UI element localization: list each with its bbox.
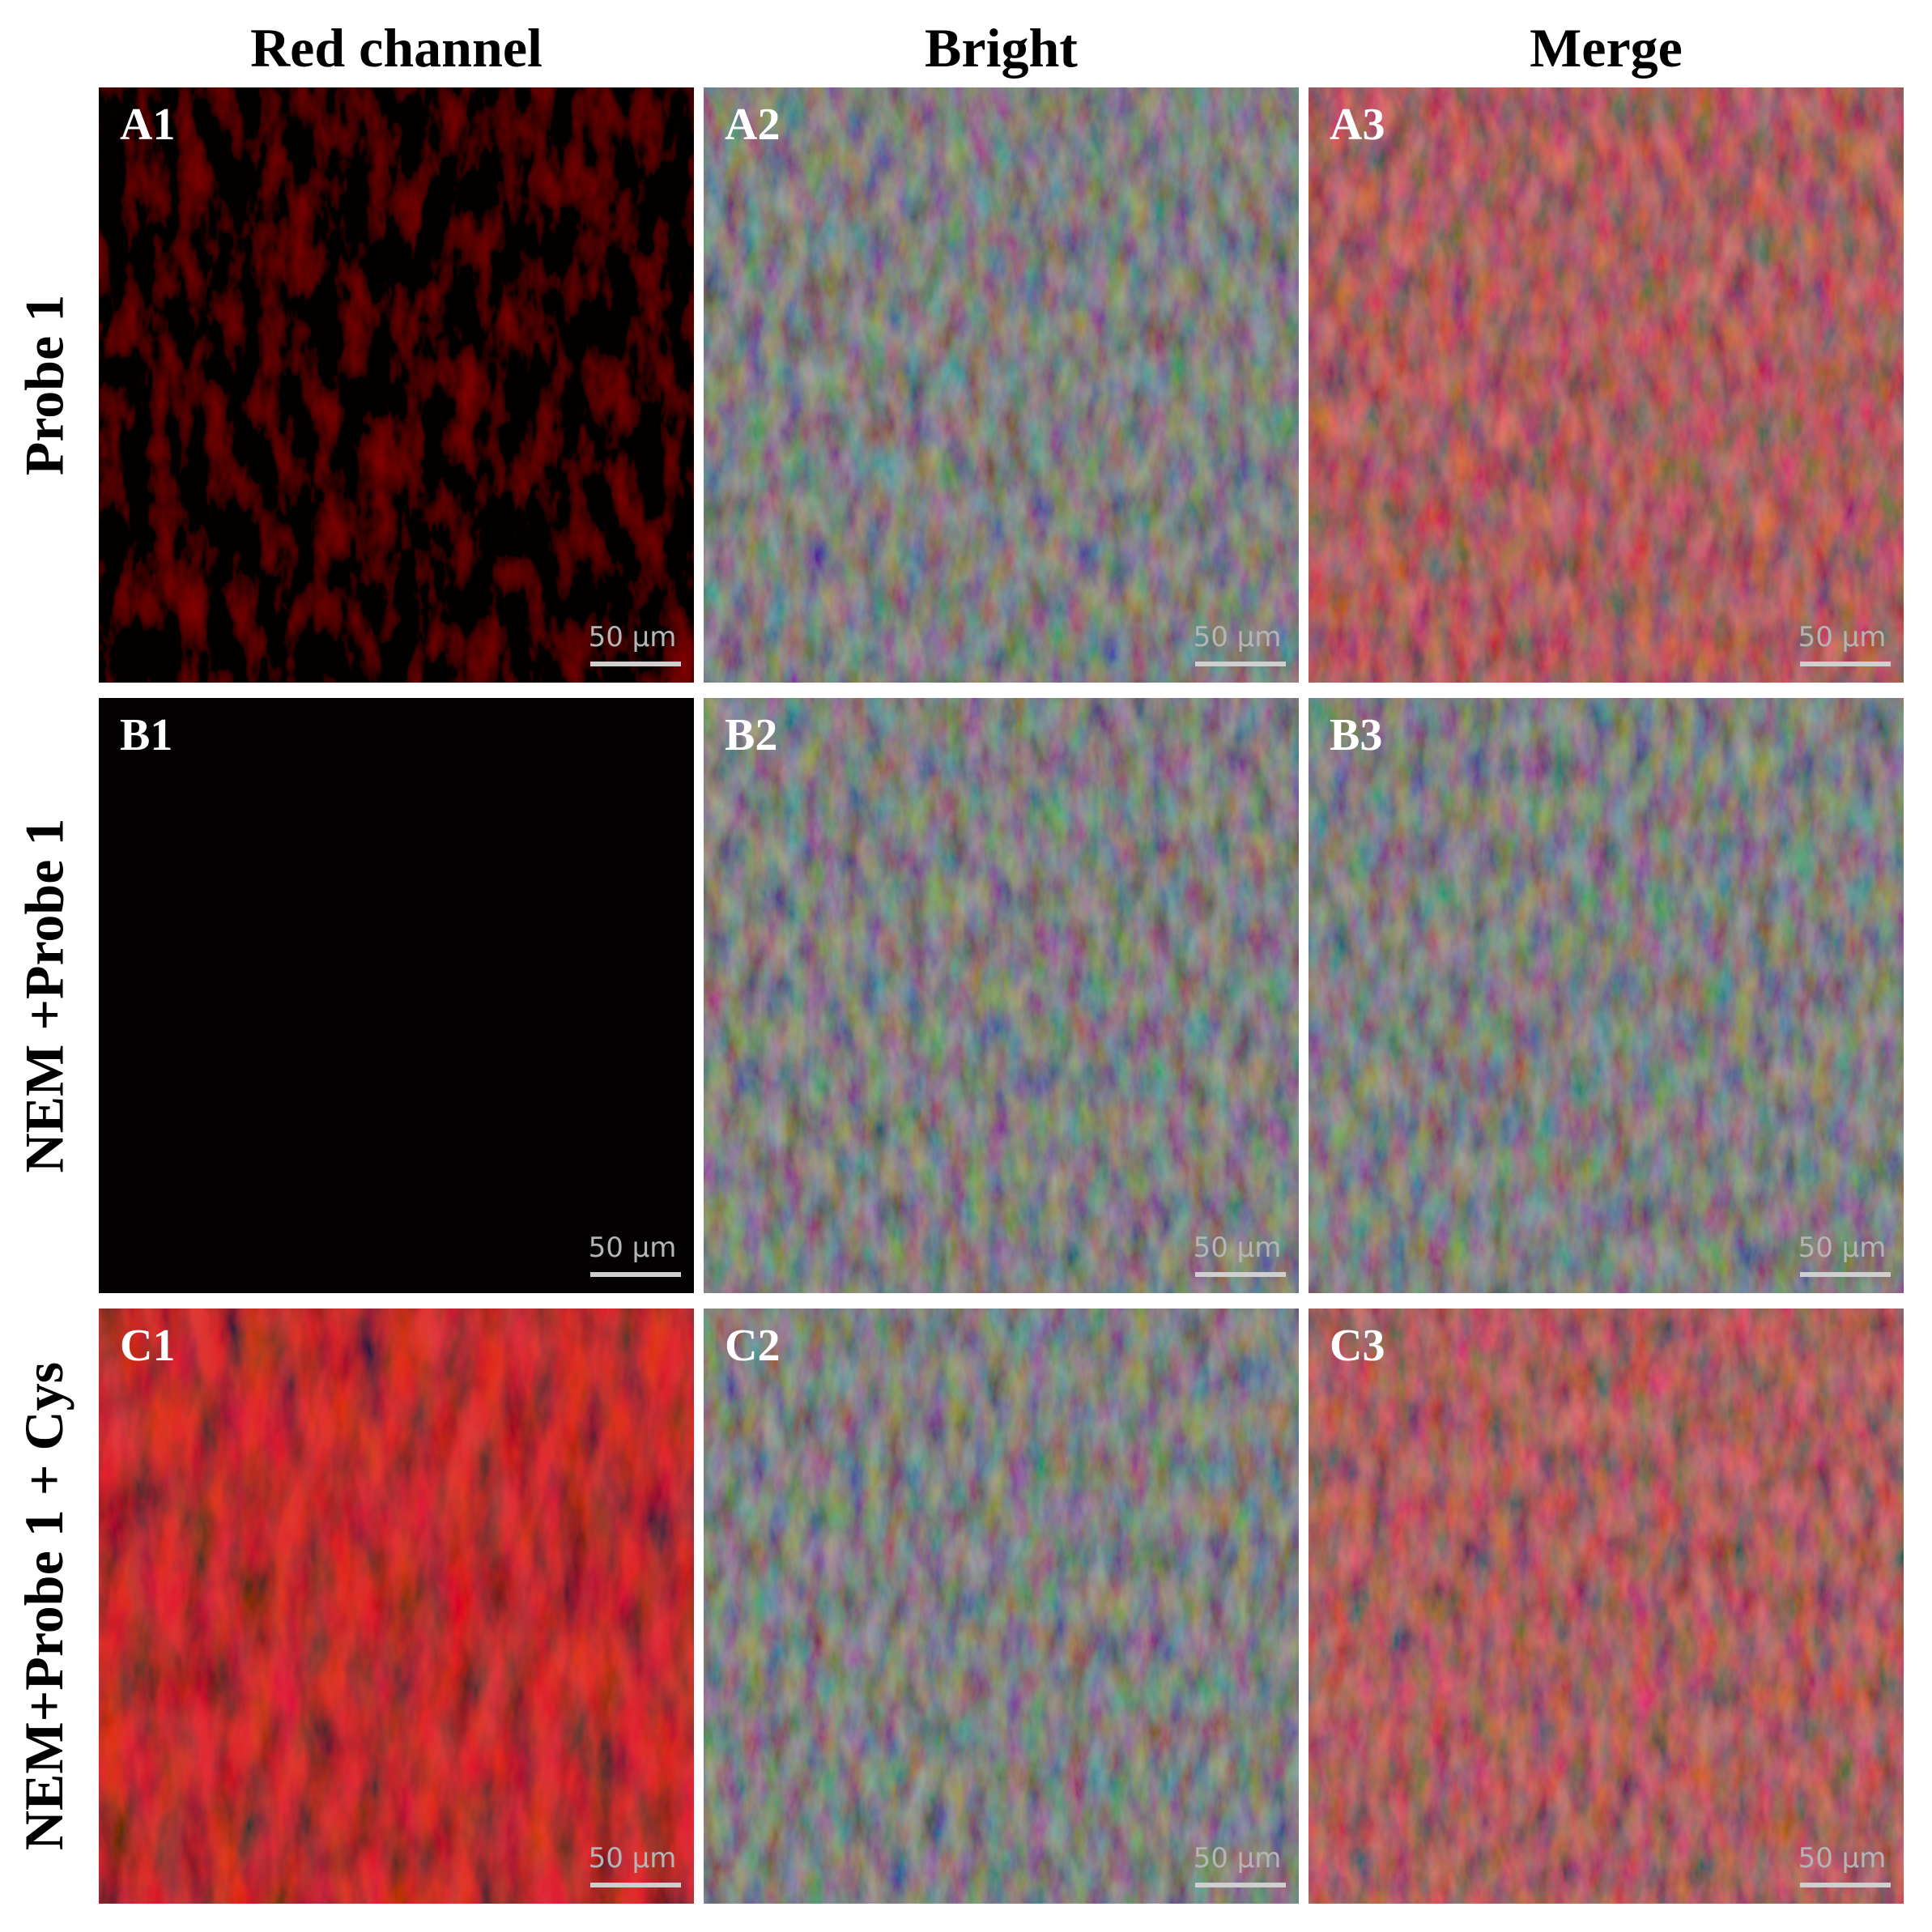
panel-label: B2	[725, 710, 778, 760]
row-label-text: NEM+Probe 1 + Cys	[13, 1361, 75, 1851]
scale-bar-label: 50 μm	[1193, 1232, 1282, 1264]
panel-label: B1	[120, 710, 173, 760]
panel-a2: A2 50 μm	[704, 87, 1299, 683]
panel-label: A2	[725, 100, 781, 150]
panel-c2: C2 50 μm	[704, 1309, 1299, 1904]
scale-bar-label: 50 μm	[1798, 621, 1887, 653]
panel-label: C1	[120, 1321, 176, 1371]
row-label-text: NEM +Probe 1	[13, 818, 75, 1173]
row-label-1: Probe 1	[0, 87, 89, 683]
panel-label: A3	[1330, 100, 1385, 150]
column-header-1: Red channel	[250, 17, 543, 79]
panel-label: A1	[120, 100, 176, 150]
micrograph-image	[704, 87, 1299, 683]
micrograph-image	[99, 87, 694, 683]
scale-bar-label: 50 μm	[588, 1232, 677, 1264]
micrograph-image	[1309, 698, 1904, 1293]
micrograph-image	[99, 1309, 694, 1904]
micrograph-image	[704, 698, 1299, 1293]
scale-bar	[1800, 662, 1891, 666]
micrograph-image	[1309, 1309, 1904, 1904]
scale-bar	[590, 1883, 681, 1887]
row-label-text: Probe 1	[13, 294, 75, 476]
panel-a1: A1 50 μm	[99, 87, 694, 683]
scale-bar	[1195, 1272, 1286, 1277]
panel-c1: C1 50 μm	[99, 1309, 694, 1904]
panel-label: B3	[1330, 710, 1383, 760]
panel-b3: B3 50 μm	[1309, 698, 1904, 1293]
micrograph-image	[99, 698, 694, 1293]
scale-bar	[1800, 1272, 1891, 1277]
micrograph-image	[704, 1309, 1299, 1904]
panel-a3: A3 50 μm	[1309, 87, 1904, 683]
panel-label: C3	[1330, 1321, 1385, 1371]
scale-bar-label: 50 μm	[1798, 1842, 1887, 1875]
scale-bar	[1195, 1883, 1286, 1887]
panel-label: C2	[725, 1321, 781, 1371]
scale-bar	[1800, 1883, 1891, 1887]
panel-c3: C3 50 μm	[1309, 1309, 1904, 1904]
scale-bar-label: 50 μm	[1193, 621, 1282, 653]
panel-b1: B1 50 μm	[99, 698, 694, 1293]
panel-b2: B2 50 μm	[704, 698, 1299, 1293]
scale-bar-label: 50 μm	[1798, 1232, 1887, 1264]
scale-bar	[590, 662, 681, 666]
scale-bar	[1195, 662, 1286, 666]
scale-bar	[590, 1272, 681, 1277]
scale-bar-label: 50 μm	[1193, 1842, 1282, 1875]
column-header-3: Merge	[1530, 17, 1683, 79]
row-label-3: NEM+Probe 1 + Cys	[0, 1309, 89, 1904]
micrograph-image	[1309, 87, 1904, 683]
column-header-2: Bright	[925, 17, 1078, 79]
scale-bar-label: 50 μm	[588, 621, 677, 653]
row-label-2: NEM +Probe 1	[0, 698, 89, 1293]
scale-bar-label: 50 μm	[588, 1842, 677, 1875]
